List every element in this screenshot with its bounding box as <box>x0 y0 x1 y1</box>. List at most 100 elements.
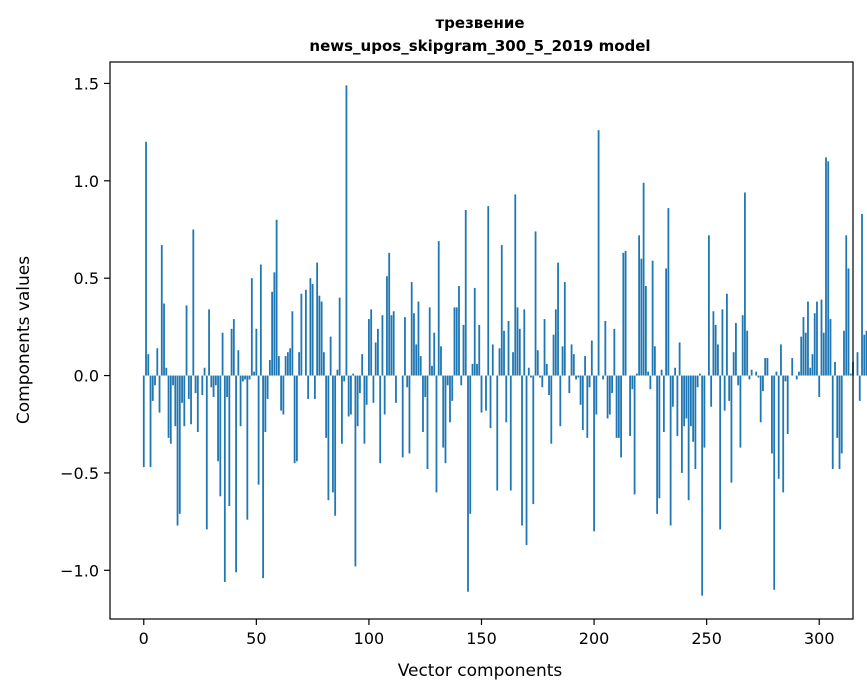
bar <box>417 301 420 376</box>
bar <box>413 313 415 376</box>
bar <box>210 375 213 388</box>
bar <box>829 319 832 376</box>
bar <box>244 375 246 380</box>
bar <box>426 375 429 470</box>
bar <box>865 330 867 376</box>
bar <box>201 375 204 396</box>
bar <box>660 369 663 376</box>
bar <box>284 356 287 376</box>
bar <box>653 346 656 376</box>
bar <box>757 375 760 378</box>
bar <box>696 375 699 388</box>
bar <box>532 375 535 505</box>
bar <box>392 311 395 376</box>
bar <box>840 375 843 454</box>
bar <box>701 375 704 596</box>
bar <box>545 363 548 376</box>
bar <box>280 375 283 411</box>
bar <box>167 375 170 438</box>
bar <box>309 278 312 376</box>
bar <box>662 375 665 433</box>
bars-group <box>142 85 867 596</box>
bar <box>232 319 235 376</box>
bar <box>374 342 377 376</box>
bar <box>615 375 618 438</box>
bar <box>834 361 836 376</box>
bar <box>773 375 776 590</box>
bar <box>377 328 379 376</box>
bar <box>680 375 683 473</box>
bar <box>732 352 735 376</box>
bar <box>581 375 584 431</box>
x-axis-label: Vector components <box>398 661 563 681</box>
bar <box>644 285 647 376</box>
bar <box>588 375 591 388</box>
bar <box>750 369 753 376</box>
bar <box>843 330 845 376</box>
bar <box>322 352 325 376</box>
bar <box>271 291 274 376</box>
bar <box>649 375 652 390</box>
bar <box>665 268 668 376</box>
bar <box>595 375 598 415</box>
chart-title: трезвение <box>435 14 524 32</box>
bar <box>205 375 208 530</box>
bar <box>728 375 731 401</box>
bar <box>185 305 188 376</box>
bar <box>187 375 190 399</box>
bar <box>354 375 357 567</box>
bar <box>383 375 386 415</box>
y-tick-label: 1.0 <box>74 172 99 191</box>
bar <box>268 359 271 376</box>
bar <box>861 213 863 376</box>
bar <box>575 375 577 380</box>
bar <box>165 367 168 376</box>
bar <box>509 375 512 491</box>
bar <box>755 371 758 376</box>
bar <box>586 375 589 438</box>
bar <box>525 375 528 545</box>
bar <box>230 328 233 376</box>
bar <box>156 348 159 376</box>
bar <box>503 330 505 376</box>
bar <box>818 375 821 397</box>
bar <box>554 309 557 376</box>
y-tick-label: 0.0 <box>74 367 99 386</box>
bar <box>676 375 679 436</box>
bar <box>802 317 805 376</box>
bar <box>262 375 264 579</box>
bar <box>341 375 343 444</box>
bar <box>541 375 544 388</box>
bar <box>491 344 494 376</box>
bar <box>836 375 839 438</box>
bar <box>721 309 724 376</box>
bar <box>264 375 267 433</box>
bar <box>154 375 156 386</box>
bar <box>624 250 627 376</box>
bar <box>480 375 483 413</box>
bar <box>858 375 861 401</box>
bar <box>539 375 541 378</box>
bar <box>149 375 152 468</box>
bar <box>163 303 165 376</box>
bar <box>471 363 474 376</box>
bar <box>190 375 192 425</box>
bar <box>356 375 359 427</box>
bar <box>178 375 181 514</box>
chart-subtitle: news_upos_skipgram_300_5_2019 model <box>309 37 650 55</box>
bar <box>622 252 625 376</box>
bar <box>838 375 841 470</box>
bar <box>847 268 850 376</box>
bar <box>365 375 368 405</box>
bar <box>395 375 397 403</box>
bar <box>255 328 258 376</box>
bar <box>647 371 650 376</box>
bar <box>671 375 674 407</box>
bar <box>313 375 316 399</box>
bar <box>473 287 476 376</box>
bar <box>273 272 276 376</box>
bar <box>777 375 780 479</box>
bar <box>257 375 260 485</box>
bar <box>415 344 418 376</box>
bar <box>739 375 742 448</box>
